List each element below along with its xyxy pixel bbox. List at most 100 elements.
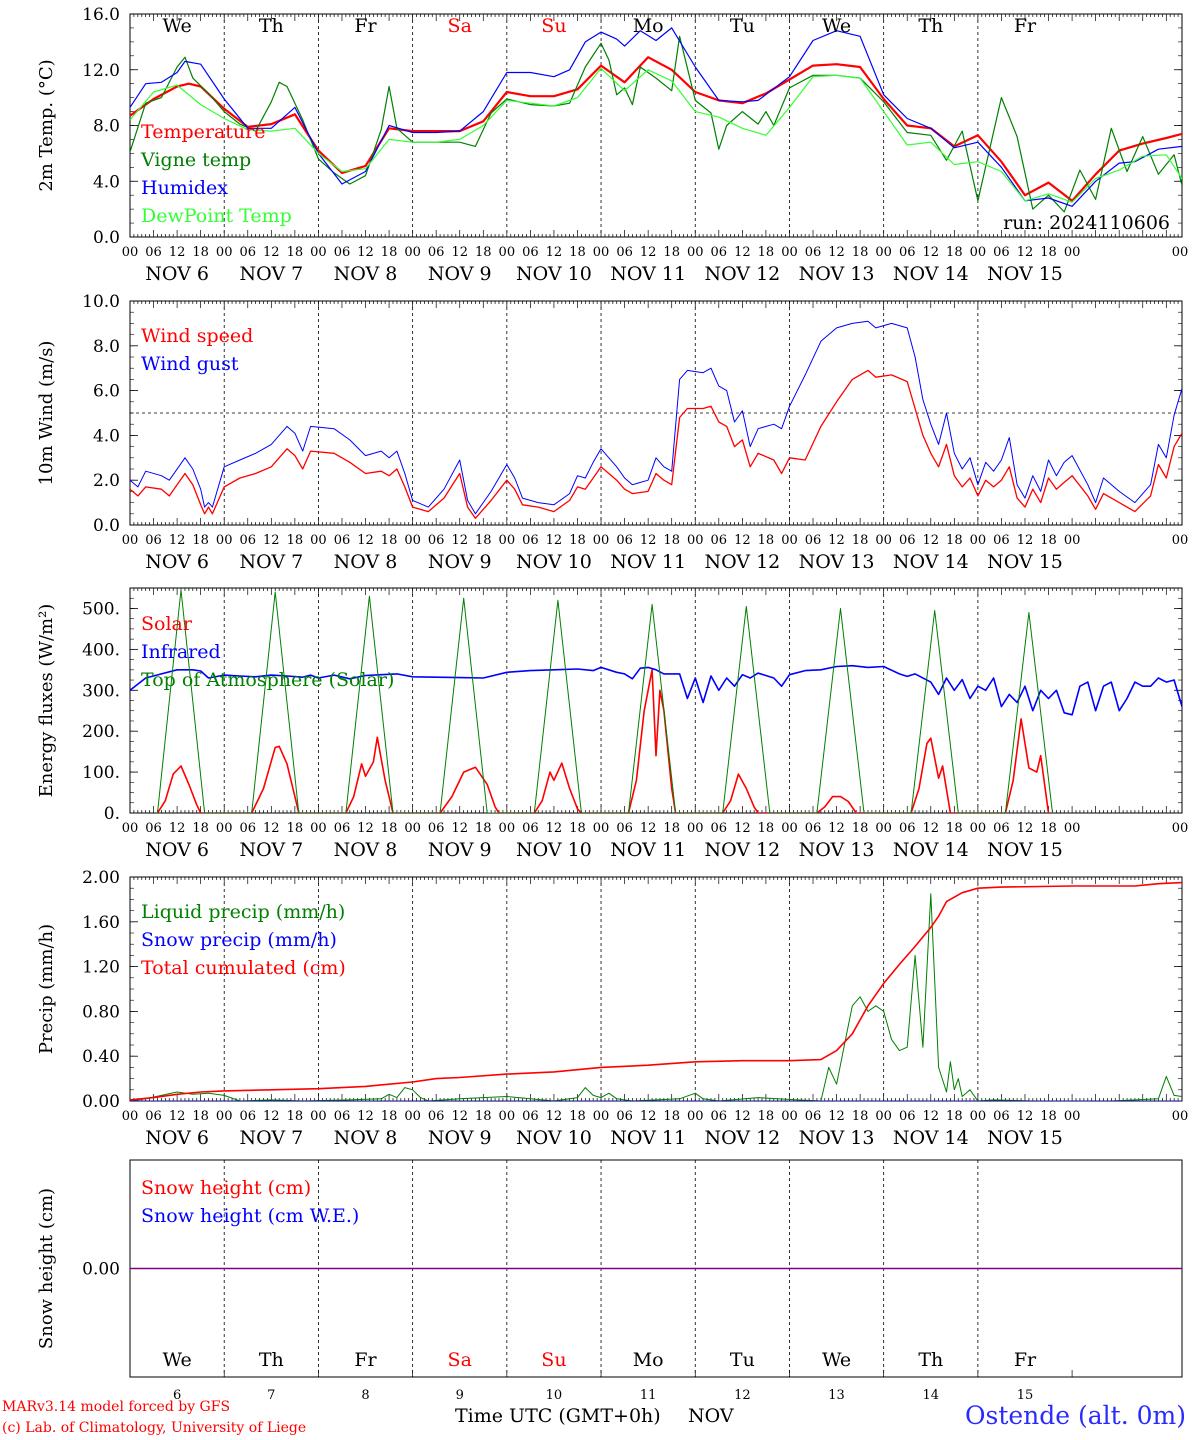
snow-day-number: 14 bbox=[923, 1388, 940, 1403]
wind-hour-label: 12 bbox=[263, 533, 280, 548]
snow-day-number: 15 bbox=[1017, 1388, 1034, 1403]
precip-hour-label: 18 bbox=[1040, 1109, 1057, 1124]
temp-hour-label: 00 bbox=[687, 245, 704, 260]
energy-hour-label: 12 bbox=[357, 821, 374, 836]
temp-hour-label: 18 bbox=[287, 245, 304, 260]
snow-day-number: 8 bbox=[361, 1388, 369, 1403]
wind-hour-label: 12 bbox=[546, 533, 563, 548]
wind-hour-label: 00 bbox=[1064, 533, 1081, 548]
energy-hour-label: 12 bbox=[263, 821, 280, 836]
energy-hour-label: 06 bbox=[239, 821, 256, 836]
energy-hour-label: 12 bbox=[546, 821, 563, 836]
wind-hour-label: 06 bbox=[334, 533, 351, 548]
wind-hour-label: 06 bbox=[239, 533, 256, 548]
temp-weekday-label: Sa bbox=[448, 15, 472, 37]
precip-hour-label: 00 bbox=[593, 1109, 610, 1124]
temp-date-label: NOV 12 bbox=[704, 263, 780, 285]
snow-day-number: 11 bbox=[640, 1388, 657, 1403]
precip-hour-label: 12 bbox=[546, 1109, 563, 1124]
run-label: run: 2024110606 bbox=[1003, 212, 1170, 234]
energy-date-label: NOV 8 bbox=[334, 839, 398, 861]
precip-hour-label: 06 bbox=[522, 1109, 539, 1124]
temp-ytick-label: 12.0 bbox=[82, 61, 120, 81]
precip-legend-entry: Liquid precip (mm/h) bbox=[141, 901, 345, 923]
precip-hour-label: 18 bbox=[758, 1109, 775, 1124]
snow-day-number: 7 bbox=[267, 1388, 275, 1403]
energy-hour-label: 18 bbox=[852, 821, 869, 836]
wind-hour-label: 18 bbox=[569, 533, 586, 548]
temp-hour-label: 12 bbox=[828, 245, 845, 260]
energy-date-label: NOV 14 bbox=[893, 839, 969, 861]
temp-hour-label: 06 bbox=[899, 245, 916, 260]
temp-ytick-label: 4.0 bbox=[93, 172, 120, 192]
precip-hour-label: 12 bbox=[923, 1109, 940, 1124]
wind-date-label: NOV 8 bbox=[334, 551, 398, 573]
temp-weekday-label: We bbox=[162, 15, 191, 37]
energy-date-label: NOV 9 bbox=[428, 839, 492, 861]
wind-ytick-label: 8.0 bbox=[93, 337, 120, 357]
temp-hour-label: 00 bbox=[122, 245, 139, 260]
energy-hour-label: 00 bbox=[781, 821, 798, 836]
temp-date-label: NOV 15 bbox=[987, 263, 1063, 285]
precip-hour-label: 00 bbox=[1064, 1109, 1081, 1124]
precip-hour-label: 00 bbox=[122, 1109, 139, 1124]
temp-hour-label: 00 bbox=[970, 245, 987, 260]
temp-hour-label: 06 bbox=[145, 245, 162, 260]
wind-y-axis-label: 10m Wind (m/s) bbox=[36, 341, 57, 486]
snow-weekday-label: Fr bbox=[354, 1349, 377, 1371]
wind-hour-label: 12 bbox=[357, 533, 374, 548]
precip-hour-label: 18 bbox=[475, 1109, 492, 1124]
wind-hour-label: 18 bbox=[192, 533, 209, 548]
wind-hour-label: 12 bbox=[828, 533, 845, 548]
energy-panel: 0. 100. 200. 300. 400. 500. Energy fluxes (W/m… bbox=[36, 587, 1188, 861]
wind-hour-label: 18 bbox=[663, 533, 680, 548]
energy-hour-label: 18 bbox=[1040, 821, 1057, 836]
energy-hour-label: 00 bbox=[122, 821, 139, 836]
temp-hour-label: 00 bbox=[499, 245, 516, 260]
snow-panel: 0.00 Snow height (cm) Snow height (cm) Snow… bbox=[36, 1159, 1183, 1403]
temp-hour-label: 06 bbox=[805, 245, 822, 260]
lab-credit: (c) Lab. of Climatology, University of L… bbox=[2, 1420, 307, 1436]
snow-weekday-label: We bbox=[822, 1349, 851, 1371]
temp-hour-label: 06 bbox=[334, 245, 351, 260]
temp-hour-label: 18 bbox=[569, 245, 586, 260]
temp-hour-label: 12 bbox=[546, 245, 563, 260]
temp-weekday-label: We bbox=[822, 15, 851, 37]
temp-hour-label: 00 bbox=[1064, 245, 1081, 260]
precip-hour-label: 00 bbox=[970, 1109, 987, 1124]
precip-ytick-label: 0.80 bbox=[82, 1002, 120, 1022]
station-title: Ostende (alt. 0m) bbox=[965, 1401, 1186, 1430]
precip-hour-label: 06 bbox=[993, 1109, 1010, 1124]
energy-series-top-of-atmosphere-solar bbox=[157, 589, 1053, 813]
temp-hour-label: 18 bbox=[381, 245, 398, 260]
temp-hour-label: 00 bbox=[875, 245, 892, 260]
temp-hour-label: 18 bbox=[475, 245, 492, 260]
energy-legend-entry: Solar bbox=[141, 613, 193, 635]
precip-date-label: NOV 7 bbox=[239, 1127, 303, 1149]
precip-y-axis-label: Precip (mm/h) bbox=[36, 924, 57, 1054]
energy-hour-label: 06 bbox=[334, 821, 351, 836]
temp-y-axis-label: 2m Temp. (°C) bbox=[36, 59, 57, 191]
temp-weekday-label: Th bbox=[918, 15, 943, 37]
energy-hour-label: 06 bbox=[522, 821, 539, 836]
wind-hour-label: 00 bbox=[593, 533, 610, 548]
wind-series-wind-speed bbox=[130, 369, 1182, 519]
wind-hour-label: 00 bbox=[404, 533, 421, 548]
energy-ytick-label: 500. bbox=[82, 599, 120, 619]
energy-hour-label: 18 bbox=[381, 821, 398, 836]
precip-hour-label: 06 bbox=[239, 1109, 256, 1124]
wind-hour-label: 06 bbox=[899, 533, 916, 548]
temp-hour-label: 18 bbox=[192, 245, 209, 260]
energy-date-label: NOV 10 bbox=[516, 839, 592, 861]
temp-legend-entry: DewPoint Temp bbox=[141, 205, 292, 227]
temp-weekday-label: Tu bbox=[730, 15, 755, 37]
precip-ytick-label: 0.00 bbox=[82, 1092, 120, 1112]
snow-weekday-label: Tu bbox=[730, 1349, 755, 1371]
wind-hour-label: 00 bbox=[310, 533, 327, 548]
energy-legend-entry: Infrared bbox=[141, 641, 221, 663]
temp-series-humidex bbox=[130, 27, 1182, 207]
temp-hour-label: 06 bbox=[616, 245, 633, 260]
energy-ytick-label: 400. bbox=[82, 640, 120, 660]
energy-series-infrared bbox=[130, 664, 1182, 716]
precip-hour-label: 06 bbox=[145, 1109, 162, 1124]
